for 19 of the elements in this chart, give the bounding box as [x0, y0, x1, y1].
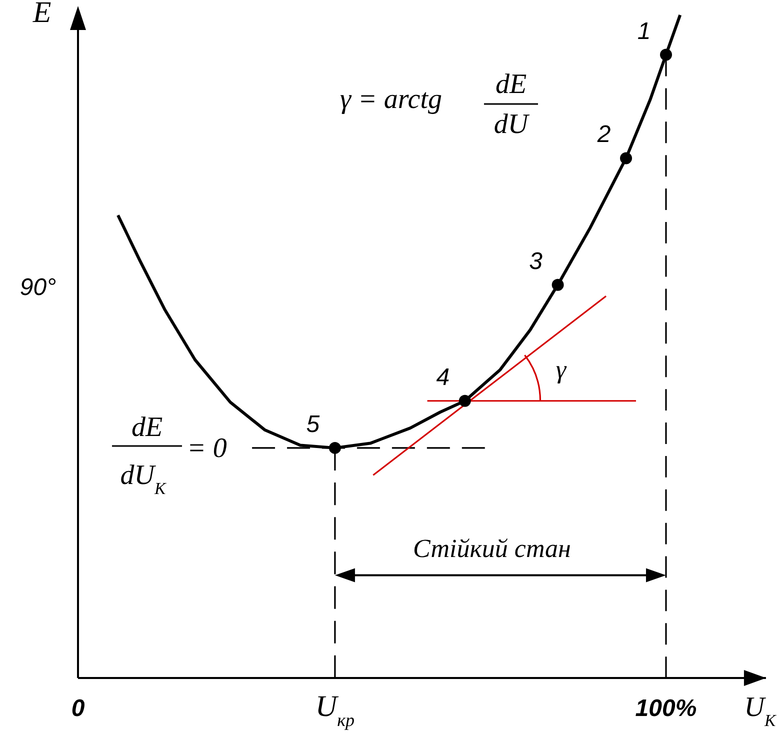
annotation: γ [556, 355, 567, 384]
x-tick-label: U$_{кр}$ [315, 690, 355, 730]
annotation: 3 [529, 248, 544, 275]
x-tick-label: 100% [635, 695, 697, 722]
annotation: dU [494, 109, 530, 140]
annotation: 4 [436, 364, 450, 391]
annotation: 1 [637, 18, 651, 45]
annotation: = 0 [187, 433, 227, 464]
x-tick-label: 0 [71, 695, 86, 722]
annotation: 5 [306, 410, 320, 438]
text: 90° [20, 274, 57, 301]
y-axis-title: E [32, 0, 52, 29]
annotation: 2 [596, 121, 611, 148]
annotation: dE [495, 69, 527, 100]
annotation: dE [131, 412, 163, 443]
x-axis-title: U$_{К}$ [744, 692, 777, 730]
annotation: γ = arctg [340, 84, 442, 115]
annotation: Стійкий стан [413, 534, 571, 563]
annotation: dU$_{К}$ [120, 460, 167, 498]
